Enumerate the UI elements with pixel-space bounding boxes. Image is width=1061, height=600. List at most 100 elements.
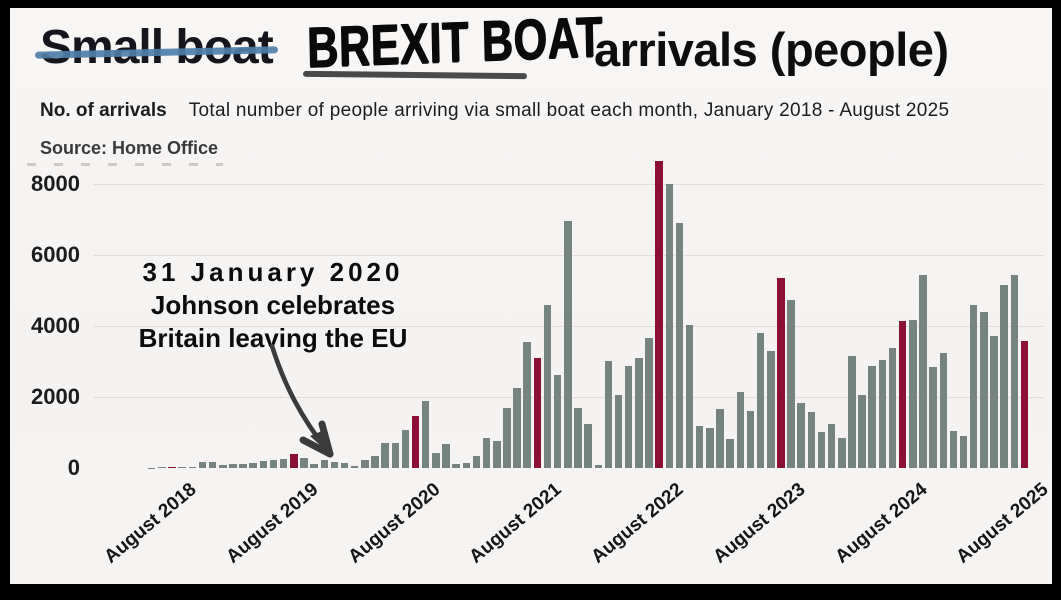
bar-2024-12 (939, 352, 948, 468)
bar-2022-12 (695, 426, 704, 468)
title-rest-text: arrivals (people) (594, 23, 949, 76)
bar-2020-12 (452, 463, 460, 468)
bar-2025-03 (969, 305, 978, 468)
bar-2025-07 (1010, 274, 1019, 468)
bar-2024-09 (909, 320, 917, 468)
x-tick-august-2020: August 2020 (344, 479, 445, 568)
bar-2021-05 (503, 407, 511, 468)
bar-2021-09 (543, 304, 552, 468)
x-tick-august-2025: August 2025 (952, 479, 1053, 568)
bar-2023-03 (726, 439, 734, 468)
bar-2019-08 (290, 454, 298, 468)
bar-2019-10 (310, 464, 318, 468)
annotation-text-line2: Johnson celebrates (150, 290, 396, 320)
bar-2019-02 (229, 464, 237, 468)
bar-2020-08 (411, 416, 420, 468)
bar-2020-11 (442, 443, 450, 468)
bar-2022-10 (675, 223, 684, 468)
bar-2025-04 (980, 312, 988, 468)
bar-2018-12 (208, 462, 217, 468)
bar-2021-12 (574, 408, 582, 468)
bar-2020-01 (340, 463, 349, 468)
bar-2023-07 (767, 351, 775, 468)
bar-2019-07 (279, 458, 288, 468)
bar-2023-09 (787, 300, 795, 468)
bar-2023-10 (797, 403, 805, 468)
bar-2020-05 (381, 442, 389, 468)
bar-2024-01 (827, 423, 836, 468)
bar-2022-03 (604, 361, 613, 468)
bar-2024-10 (919, 275, 927, 468)
bar-2025-01 (949, 431, 958, 468)
x-tick-august-2023: August 2023 (709, 479, 810, 568)
bar-2022-01 (584, 424, 592, 468)
bar-2021-11 (564, 221, 572, 468)
bar-2018-10 (188, 466, 197, 468)
bar-2021-10 (553, 375, 562, 468)
bar-2021-08 (533, 357, 542, 468)
y-axis-caption: No. of arrivals (40, 100, 167, 121)
x-tick-august-2024: August 2024 (831, 479, 932, 568)
bar-2019-09 (300, 458, 308, 468)
bar-2020-09 (421, 400, 430, 468)
bar-2023-08 (777, 278, 785, 468)
bar-2022-09 (665, 184, 674, 468)
bar-2023-12 (817, 432, 826, 468)
bar-2022-07 (645, 338, 653, 468)
x-tick-august-2018: August 2018 (100, 479, 201, 568)
bar-2024-03 (848, 356, 856, 468)
bar-2020-10 (432, 453, 440, 468)
cropped-text-artifact (27, 163, 223, 166)
bar-2025-06 (1000, 285, 1008, 468)
y-tick-0: 0 (67, 455, 80, 480)
bar-2024-04 (858, 394, 866, 468)
bar-2023-06 (756, 333, 765, 468)
bar-2020-07 (401, 429, 410, 468)
bar-2021-03 (482, 437, 491, 468)
bar-2018-09 (178, 466, 186, 468)
hand-drawn-arrow-icon (269, 344, 334, 458)
y-tick-4000: 4000 (31, 313, 80, 338)
bar-2024-05 (868, 366, 876, 468)
bar-2020-03 (361, 460, 369, 468)
bar-2024-06 (878, 360, 887, 468)
bar-2022-06 (635, 357, 643, 468)
bar-2018-07 (158, 467, 166, 468)
bar-2019-12 (330, 462, 339, 468)
bar-2020-04 (371, 456, 379, 468)
bar-2024-07 (888, 348, 897, 468)
y-tick-6000: 6000 (31, 242, 80, 267)
bar-2021-07 (523, 342, 531, 468)
gridline-8000 (94, 183, 1044, 185)
event-annotation: 31 January 2020 Johnson celebrates Brita… (117, 256, 429, 355)
bar-2023-01 (706, 427, 714, 468)
bar-2022-04 (614, 394, 623, 468)
x-tick-august-2022: August 2022 (587, 479, 688, 568)
bar-2024-02 (838, 437, 846, 468)
bar-2019-06 (269, 459, 278, 468)
bar-2020-06 (391, 442, 400, 468)
subtitle-description: Total number of people arriving via smal… (188, 100, 950, 121)
y-tick-8000: 8000 (31, 171, 80, 196)
bar-2022-02 (594, 464, 603, 468)
title-marker-text: BREXIT BOAT (306, 4, 604, 80)
bar-2022-05 (624, 366, 633, 468)
bar-2021-06 (513, 388, 521, 468)
bar-2022-11 (685, 324, 694, 468)
bar-2018-11 (198, 462, 207, 468)
bar-2024-11 (929, 367, 937, 468)
bar-2020-02 (350, 465, 359, 468)
bar-2024-08 (898, 321, 907, 468)
bar-2023-02 (716, 408, 724, 468)
x-tick-august-2019: August 2019 (222, 479, 323, 568)
chart-canvas: Small boat BREXIT BOAT arrivals (people)… (10, 4, 1053, 584)
bar-2018-08 (168, 467, 176, 468)
bar-2021-04 (493, 441, 501, 468)
y-tick-2000: 2000 (31, 384, 80, 409)
bar-2019-03 (239, 464, 247, 468)
bar-2022-08 (655, 160, 663, 468)
bar-2023-11 (807, 411, 816, 468)
bar-2025-08 (1020, 340, 1029, 468)
x-tick-august-2021: August 2021 (465, 479, 566, 568)
bar-2021-02 (472, 455, 481, 468)
